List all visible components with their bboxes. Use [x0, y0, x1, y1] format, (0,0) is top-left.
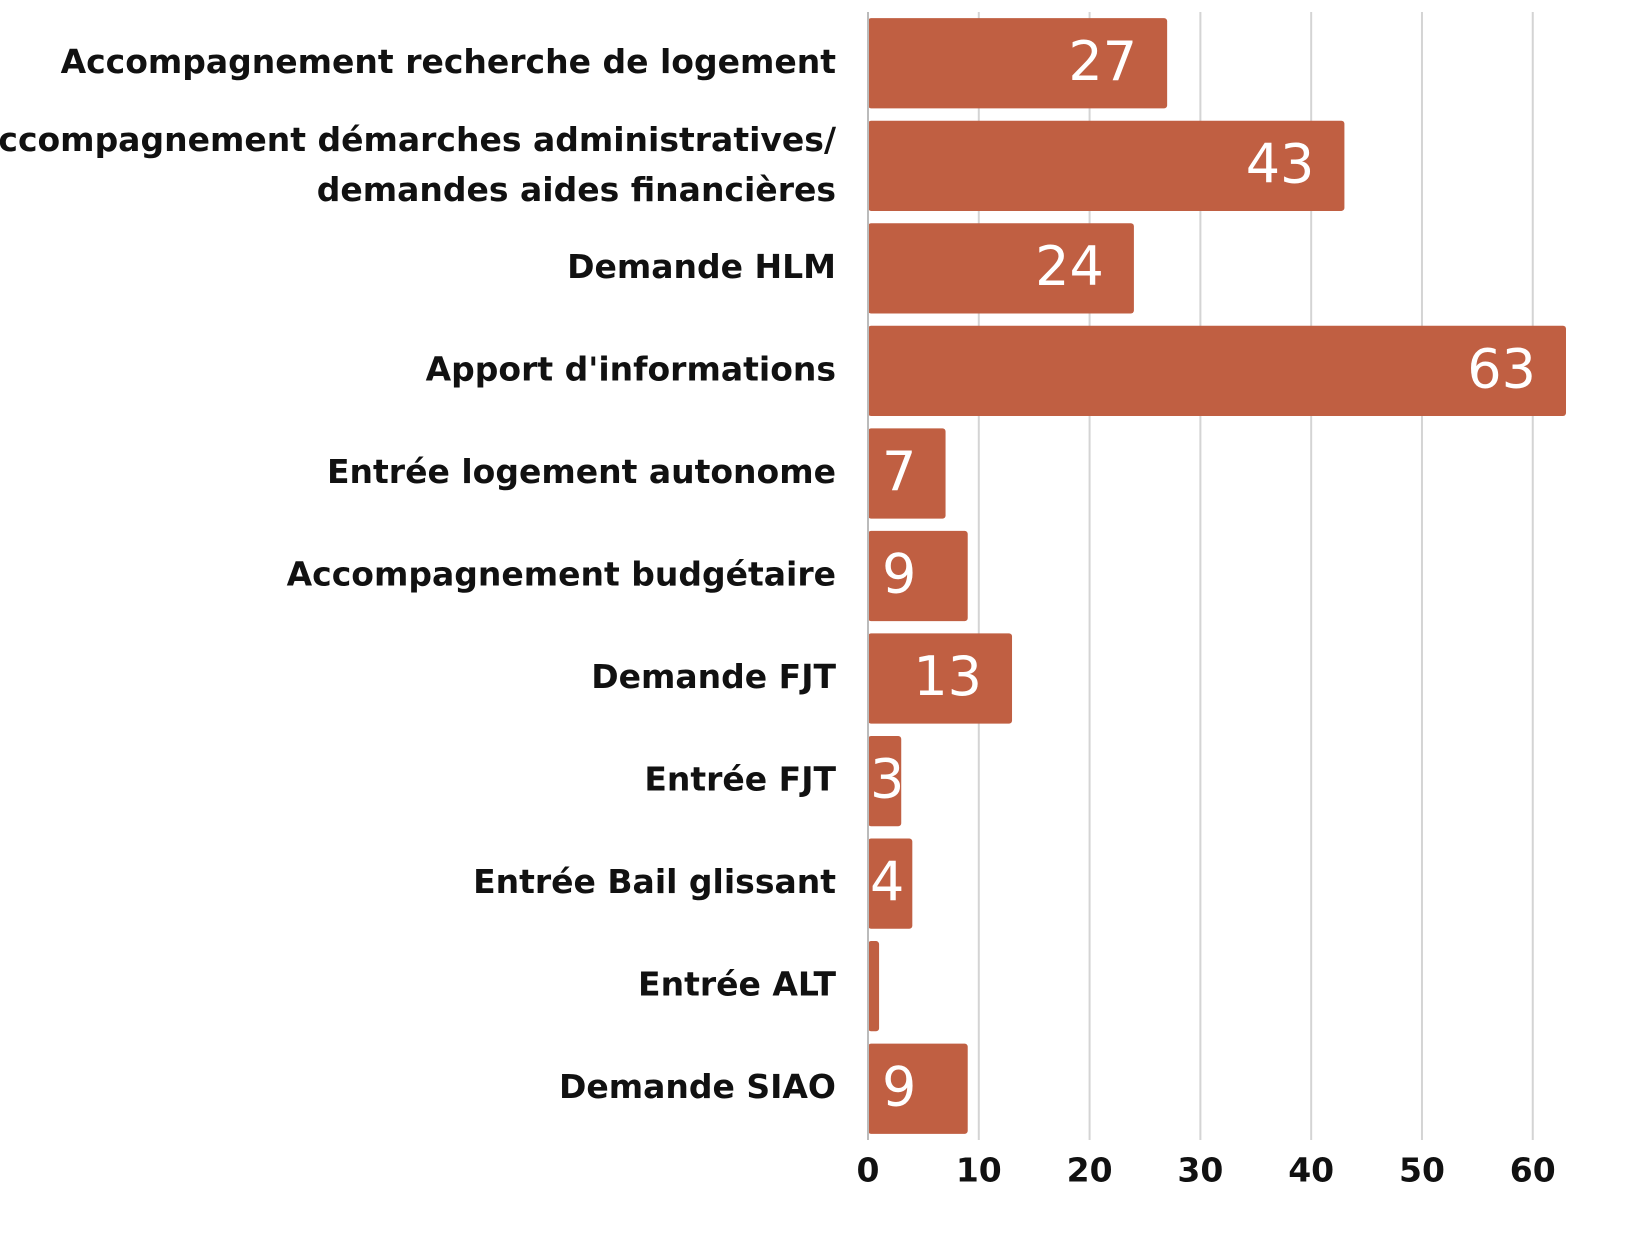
y-tick-label: Entrée ALT — [638, 965, 836, 1004]
x-tick-label: 50 — [1399, 1151, 1445, 1190]
x-tick-label: 10 — [956, 1151, 1002, 1190]
x-tick-label: 60 — [1510, 1151, 1556, 1190]
y-tick-label: Entrée logement autonome — [327, 452, 836, 491]
x-tick-label: 0 — [857, 1151, 880, 1190]
y-tick-label: Entrée Bail glissant — [473, 862, 836, 901]
value-label: 24 — [1035, 235, 1104, 298]
x-tick-label: 40 — [1288, 1151, 1334, 1190]
bar — [868, 1043, 968, 1134]
y-tick-label: Accompagnement recherche de logement — [61, 42, 837, 81]
bar — [868, 530, 968, 622]
value-label: 27 — [1068, 30, 1137, 93]
y-tick-label: Accompagnement démarches administratives… — [0, 119, 837, 208]
bar — [868, 941, 880, 1032]
y-tick-label: Accompagnement budgétaire — [287, 555, 836, 594]
value-label: 63 — [1467, 338, 1536, 401]
y-tick-label: Demande SIAO — [559, 1067, 836, 1106]
bar — [868, 735, 902, 827]
bar — [868, 838, 913, 929]
y-tick-label: Demande HLM — [567, 247, 836, 286]
x-tick-label: 30 — [1177, 1151, 1223, 1190]
x-tick-label: 20 — [1067, 1151, 1113, 1190]
bar — [868, 223, 1134, 314]
value-label: 9 — [882, 543, 916, 606]
value-label: 9 — [882, 1055, 916, 1118]
bar — [868, 428, 946, 519]
value-label: 13 — [913, 645, 982, 708]
y-tick-label: Demande FJT — [591, 657, 836, 696]
y-tick-label: Apport d'informations — [426, 349, 836, 388]
y-tick-label: Entrée FJT — [644, 760, 836, 799]
bar — [868, 325, 1566, 417]
value-label: 7 — [882, 440, 916, 503]
value-label: 3 — [870, 748, 904, 811]
value-label: 43 — [1246, 132, 1315, 195]
bar — [868, 120, 1345, 211]
bar — [868, 633, 1013, 724]
bar — [868, 18, 1168, 109]
value-label: 1 — [889, 953, 923, 1016]
value-label: 4 — [870, 850, 904, 913]
